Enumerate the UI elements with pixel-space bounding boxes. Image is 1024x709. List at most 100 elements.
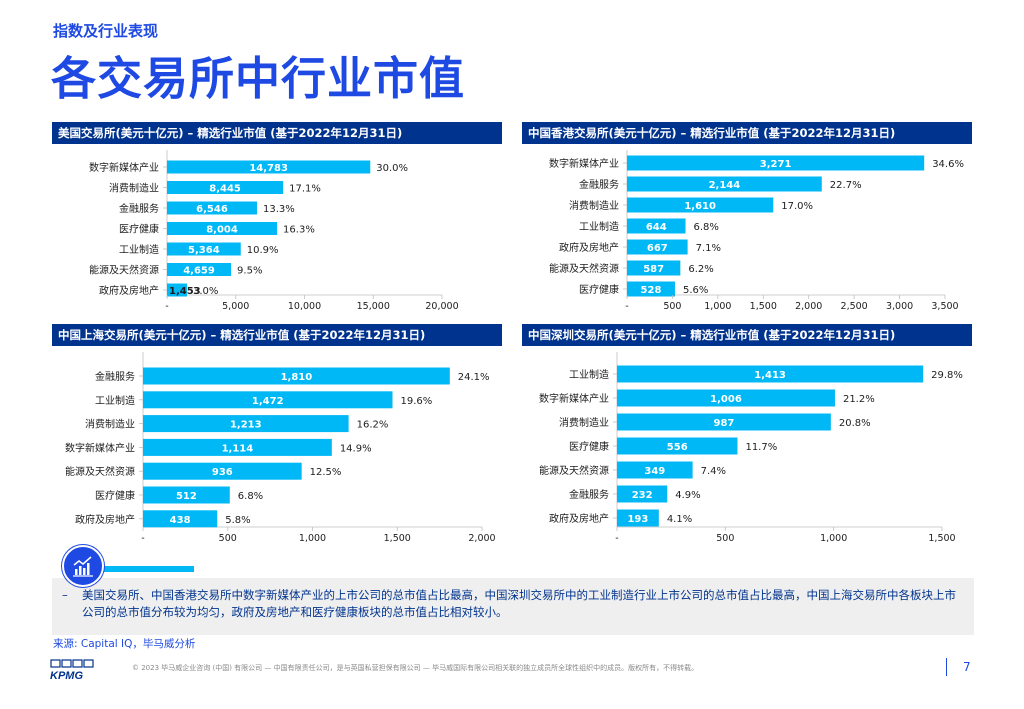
- percent-label: 12.5%: [310, 467, 342, 478]
- value-label: 1,413: [754, 370, 786, 381]
- x-tick-label: 15,000: [357, 301, 390, 312]
- value-label: 438: [170, 515, 191, 526]
- percent-label: 6.8%: [238, 491, 263, 502]
- value-label: 528: [641, 285, 662, 296]
- copyright-text: © 2023 毕马威企业咨询 (中国) 有限公司 — 中国有限责任公司，是与英国…: [132, 664, 699, 672]
- category-label: 数字新媒体产业: [549, 157, 619, 170]
- bar: [167, 263, 232, 276]
- value-label: 193: [627, 514, 648, 525]
- bar: [627, 197, 774, 213]
- value-label: 349: [644, 466, 665, 477]
- value-label: 987: [713, 418, 734, 429]
- bar-chart: 工业制造 1,413 29.8% 数字新媒体产业 1,006 21.2% 消费制造业 987 2…: [539, 352, 963, 544]
- category-label: 能源及天然资源: [539, 464, 609, 477]
- x-tick-label: 2,000: [795, 301, 822, 312]
- chart-panel-us: 美国交易所(美元十亿元) – 精选行业市值 (基于2022年12月31日) 数字…: [52, 122, 502, 332]
- percent-label: 17.1%: [289, 184, 321, 195]
- bar: [617, 485, 668, 503]
- category-label: 数字新媒体产业: [89, 161, 159, 174]
- value-label: 587: [643, 264, 664, 275]
- page-divider: [946, 658, 947, 676]
- chart-title: 美国交易所(美元十亿元) – 精选行业市值 (基于2022年12月31日): [52, 122, 502, 144]
- category-label: 工业制造: [119, 243, 159, 256]
- page-number: 7: [963, 660, 971, 674]
- bar: [627, 260, 681, 276]
- value-label: 2,144: [709, 180, 741, 191]
- bar: [617, 389, 835, 407]
- percent-label: 6.8%: [694, 222, 719, 233]
- bar: [627, 218, 686, 234]
- note-text: 美国交易所、中国香港交易所中数字新媒体产业的上市公司的总市值占比最高，中国深圳交…: [82, 588, 956, 619]
- bar: [617, 437, 738, 455]
- value-label: 1,453: [169, 286, 201, 297]
- category-label: 金融服务: [579, 178, 619, 191]
- percent-label: 20.8%: [839, 418, 871, 429]
- x-tick-label: 2,500: [841, 301, 868, 312]
- bar: [617, 461, 693, 479]
- bar: [143, 438, 332, 456]
- category-label: 能源及天然资源: [65, 465, 135, 478]
- bar: [143, 462, 302, 480]
- percent-label: 4.1%: [667, 514, 692, 525]
- percent-label: 14.9%: [340, 443, 372, 454]
- value-label: 936: [212, 467, 233, 478]
- svg-text:KPMG: KPMG: [50, 670, 83, 681]
- bar: [143, 391, 393, 409]
- bar: [627, 176, 822, 192]
- value-label: 1,213: [230, 420, 262, 431]
- x-tick-label: 2,000: [468, 533, 495, 544]
- category-label: 金融服务: [95, 370, 135, 383]
- x-tick-label: 1,500: [384, 533, 411, 544]
- x-tick-label: 1,000: [704, 301, 731, 312]
- x-tick-label: 3,000: [886, 301, 913, 312]
- chart-trend-icon: [62, 545, 104, 587]
- x-tick-label: 500: [716, 533, 734, 544]
- x-tick-label: 1,500: [750, 301, 777, 312]
- value-label: 667: [647, 243, 668, 254]
- bar-chart: 数字新媒体产业 14,783 30.0% 消费制造业 8,445 17.1% 金融服务 6,5…: [89, 150, 459, 312]
- note-bullet: –: [62, 588, 68, 602]
- percent-label: 11.7%: [745, 442, 777, 453]
- value-label: 8,445: [209, 184, 241, 195]
- x-tick-label: 1,000: [820, 533, 847, 544]
- bar: [617, 509, 659, 527]
- bar: [143, 510, 218, 528]
- x-tick-label: -: [165, 301, 168, 312]
- chart-panel-sz: 中国深圳交易所(美元十亿元) – 精选行业市值 (基于2022年12月31日) …: [522, 324, 972, 544]
- category-label: 医疗健康: [569, 440, 609, 453]
- percent-label: 21.2%: [843, 394, 875, 405]
- value-label: 1,114: [222, 443, 254, 454]
- bar: [627, 281, 675, 297]
- category-label: 金融服务: [119, 202, 159, 215]
- percent-label: 16.2%: [357, 420, 389, 431]
- percent-label: 19.6%: [401, 396, 433, 407]
- bar: [167, 181, 284, 194]
- category-label: 消费制造业: [569, 199, 619, 212]
- percent-label: 7.4%: [701, 466, 726, 477]
- x-tick-label: -: [625, 301, 628, 312]
- category-label: 医疗健康: [119, 223, 159, 236]
- category-label: 政府及房地产: [75, 513, 135, 526]
- bar: [167, 222, 278, 235]
- percent-label: 5.6%: [683, 285, 708, 296]
- bar: [143, 415, 349, 433]
- category-label: 政府及房地产: [99, 284, 159, 297]
- percent-label: 30.0%: [376, 163, 408, 174]
- category-label: 消费制造业: [109, 182, 159, 195]
- x-tick-label: 10,000: [288, 301, 321, 312]
- value-label: 3,271: [760, 159, 792, 170]
- category-label: 金融服务: [569, 488, 609, 501]
- category-label: 工业制造: [569, 368, 609, 381]
- bar: [617, 365, 924, 383]
- value-label: 512: [176, 491, 197, 502]
- value-label: 1,006: [710, 394, 742, 405]
- category-label: 能源及天然资源: [89, 264, 159, 277]
- note-accent-bar: [104, 566, 194, 572]
- bar: [627, 155, 925, 171]
- value-label: 6,546: [196, 204, 228, 215]
- percent-label: 4.9%: [675, 490, 700, 501]
- value-label: 8,004: [206, 225, 238, 236]
- category-label: 政府及房地产: [549, 512, 609, 525]
- bar: [167, 201, 258, 215]
- percent-label: 17.0%: [781, 201, 813, 212]
